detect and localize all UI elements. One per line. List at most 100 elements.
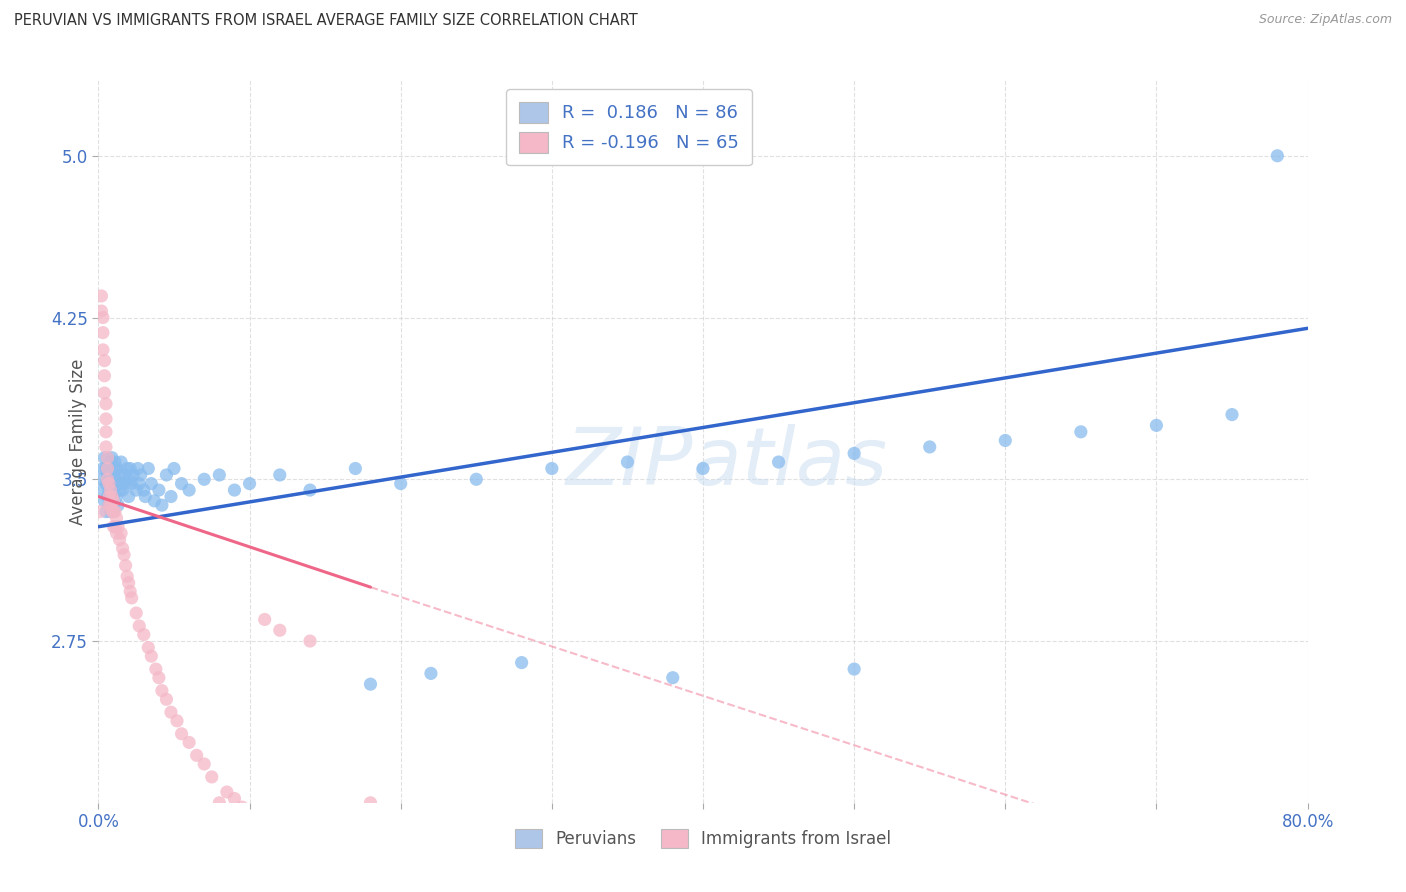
Point — [104, 472, 127, 486]
Point — [160, 490, 183, 504]
Point — [96, 472, 118, 486]
Point — [103, 490, 125, 504]
Point — [1144, 418, 1167, 433]
Point — [111, 541, 134, 556]
Point — [661, 671, 683, 685]
Point — [122, 467, 145, 482]
Point — [193, 756, 215, 771]
Point — [103, 505, 125, 519]
Point — [100, 498, 122, 512]
Point — [121, 591, 143, 605]
Legend: Peruvians, Immigrants from Israel: Peruvians, Immigrants from Israel — [503, 817, 903, 860]
Point — [91, 310, 114, 325]
Point — [105, 526, 128, 541]
Point — [111, 483, 134, 497]
Point — [155, 692, 177, 706]
Point — [844, 446, 866, 460]
Point — [148, 671, 170, 685]
Point — [208, 467, 231, 482]
Point — [112, 548, 135, 562]
Point — [389, 476, 412, 491]
Point — [141, 476, 163, 491]
Point — [93, 386, 115, 401]
Point — [150, 683, 173, 698]
Point — [94, 412, 117, 426]
Y-axis label: Average Family Size: Average Family Size — [69, 359, 87, 524]
Point — [98, 498, 121, 512]
Point — [105, 461, 128, 475]
Point — [163, 461, 186, 475]
Point — [103, 461, 125, 475]
Point — [107, 520, 129, 534]
Text: ZIPatlas: ZIPatlas — [567, 425, 889, 502]
Point — [96, 467, 118, 482]
Point — [115, 461, 138, 475]
Point — [269, 467, 291, 482]
Point — [101, 490, 124, 504]
Point — [360, 796, 382, 810]
Point — [692, 461, 714, 475]
Point — [166, 714, 188, 728]
Point — [118, 490, 141, 504]
Point — [91, 483, 114, 497]
Point — [170, 727, 193, 741]
Point — [994, 434, 1017, 448]
Point — [91, 326, 114, 340]
Point — [143, 493, 166, 508]
Point — [1070, 425, 1092, 439]
Point — [150, 498, 173, 512]
Point — [114, 558, 136, 573]
Point — [208, 796, 231, 810]
Point — [1267, 149, 1289, 163]
Point — [101, 505, 124, 519]
Point — [110, 476, 132, 491]
Point — [93, 450, 115, 465]
Point — [186, 748, 208, 763]
Point — [104, 505, 127, 519]
Point — [101, 490, 124, 504]
Point — [103, 493, 125, 508]
Point — [239, 476, 262, 491]
Point — [239, 806, 262, 821]
Point — [155, 467, 177, 482]
Point — [299, 483, 322, 497]
Point — [118, 575, 141, 590]
Point — [768, 455, 790, 469]
Point — [360, 677, 382, 691]
Point — [132, 627, 155, 641]
Point — [98, 490, 121, 504]
Point — [101, 450, 124, 465]
Point — [100, 493, 122, 508]
Point — [344, 461, 367, 475]
Point — [114, 476, 136, 491]
Point — [94, 440, 117, 454]
Point — [193, 472, 215, 486]
Point — [101, 467, 124, 482]
Point — [129, 467, 152, 482]
Point — [844, 662, 866, 676]
Point — [118, 472, 141, 486]
Point — [201, 770, 224, 784]
Point — [94, 505, 117, 519]
Point — [112, 467, 135, 482]
Point — [100, 483, 122, 497]
Point — [1220, 408, 1243, 422]
Point — [98, 461, 121, 475]
Point — [90, 472, 112, 486]
Point — [125, 606, 148, 620]
Point — [103, 520, 125, 534]
Point — [94, 397, 117, 411]
Point — [125, 483, 148, 497]
Point — [94, 425, 117, 439]
Point — [93, 353, 115, 368]
Point — [107, 498, 129, 512]
Point — [510, 656, 533, 670]
Point — [94, 476, 117, 491]
Point — [93, 493, 115, 508]
Point — [103, 498, 125, 512]
Point — [91, 461, 114, 475]
Point — [103, 483, 125, 497]
Point — [104, 455, 127, 469]
Point — [420, 666, 443, 681]
Point — [269, 624, 291, 638]
